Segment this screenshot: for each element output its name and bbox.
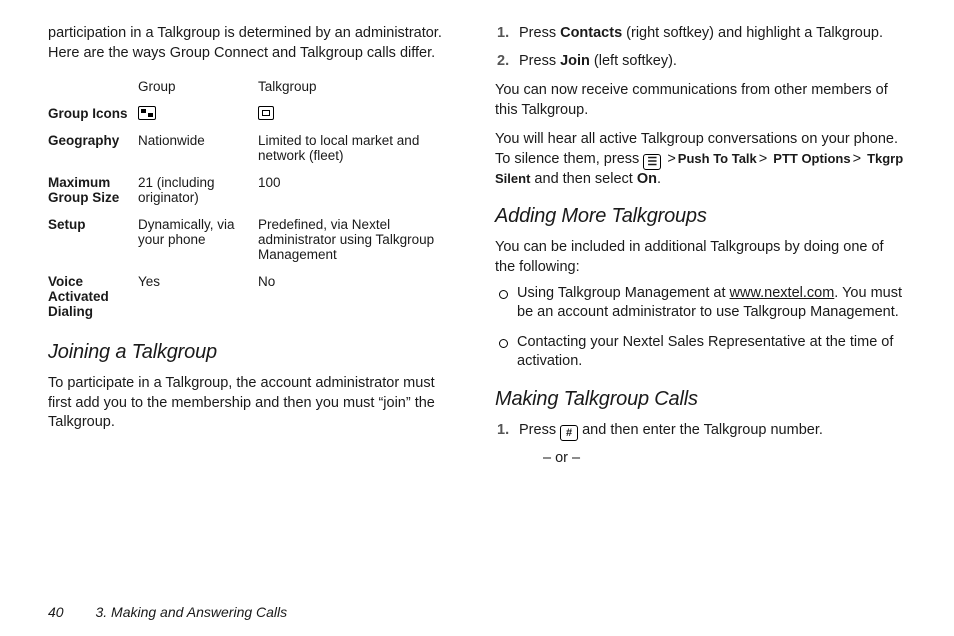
join-steps: Press Contacts (right softkey) and highl… [495, 24, 906, 71]
join-step-1: Press Contacts (right softkey) and highl… [515, 24, 906, 44]
cell-setup-talk: Predefined, via Nextel administrator usi… [258, 211, 459, 268]
menu-key-icon: ☰ [643, 154, 661, 170]
right-column: Press Contacts (right softkey) and highl… [495, 24, 906, 576]
cell-group-icon [138, 100, 258, 127]
comparison-table: Group Talkgroup Group Icons Geography Na… [48, 73, 459, 325]
crumb-ptt-options: PTT Options [773, 151, 850, 166]
talkgroup-icon [258, 106, 274, 120]
cell-geo-group: Nationwide [138, 127, 258, 169]
intro-paragraph: participation in a Talkgroup is determin… [48, 24, 459, 63]
chevron-icon: > [851, 151, 863, 167]
adding-bullets: Using Talkgroup Management at www.nextel… [495, 284, 906, 372]
heading-adding: Adding More Talkgroups [495, 205, 906, 228]
table-row: Geography Nationwide Limited to local ma… [48, 127, 459, 169]
crumb-ptt: Push To Talk [678, 151, 757, 166]
hash-key-icon: # [560, 425, 578, 441]
row-label-vad: Voice Activated Dialing [48, 268, 138, 325]
chevron-icon: > [665, 151, 677, 167]
cell-setup-group: Dynamically, via your phone [138, 211, 258, 268]
heading-making: Making Talkgroup Calls [495, 388, 906, 411]
after-join-para-2: You will hear all active Talkgroup conve… [495, 130, 906, 189]
step-text: (left softkey). [590, 53, 677, 69]
text: . [657, 171, 661, 187]
cell-vad-talk: No [258, 268, 459, 325]
row-label-size: Maximum Group Size [48, 169, 138, 211]
making-steps: Press # and then enter the Talkgroup num… [495, 421, 906, 469]
page-number: 40 [48, 604, 64, 620]
table-corner-empty [48, 73, 138, 100]
text: and then select [530, 171, 636, 187]
chevron-icon: > [757, 151, 769, 167]
on-label: On [637, 171, 657, 187]
section-title: 3. Making and Answering Calls [95, 604, 287, 620]
cell-vad-group: Yes [138, 268, 258, 325]
cell-talkgroup-icon [258, 100, 459, 127]
group-icon [138, 106, 156, 120]
text: Using Talkgroup Management at [517, 285, 730, 301]
after-join-para-1: You can now receive communications from … [495, 81, 906, 120]
page-footer: 40 3. Making and Answering Calls [48, 604, 287, 620]
making-step-1: Press # and then enter the Talkgroup num… [515, 421, 906, 469]
table-row: Voice Activated Dialing Yes No [48, 268, 459, 325]
text: Press [519, 422, 560, 438]
table-row: Maximum Group Size 21 (including origina… [48, 169, 459, 211]
row-label-geography: Geography [48, 127, 138, 169]
contacts-label: Contacts [560, 25, 622, 41]
table-row: Setup Dynamically, via your phone Predef… [48, 211, 459, 268]
two-column-layout: participation in a Talkgroup is determin… [48, 24, 906, 576]
adding-paragraph: You can be included in additional Talkgr… [495, 238, 906, 277]
step-text: Press [519, 25, 560, 41]
row-label-icons: Group Icons [48, 100, 138, 127]
join-step-2: Press Join (left softkey). [515, 52, 906, 72]
table-head-talkgroup: Talkgroup [258, 73, 459, 100]
cell-size-group: 21 (including originator) [138, 169, 258, 211]
joining-paragraph: To participate in a Talkgroup, the accou… [48, 374, 459, 433]
row-label-setup: Setup [48, 211, 138, 268]
bullet-1: Using Talkgroup Management at www.nextel… [511, 284, 906, 323]
cell-geo-talk: Limited to local market and network (fle… [258, 127, 459, 169]
left-column: participation in a Talkgroup is determin… [48, 24, 459, 576]
heading-joining: Joining a Talkgroup [48, 341, 459, 364]
or-separator: – or – [519, 449, 906, 469]
join-label: Join [560, 53, 590, 69]
bullet-2: Contacting your Nextel Sales Representat… [511, 333, 906, 372]
step-text: (right softkey) and highlight a Talkgrou… [622, 25, 883, 41]
nextel-url: www.nextel.com [730, 285, 835, 301]
table-row: Group Icons [48, 100, 459, 127]
cell-size-talk: 100 [258, 169, 459, 211]
text: and then enter the Talkgroup number. [578, 422, 823, 438]
step-text: Press [519, 53, 560, 69]
table-head-group: Group [138, 73, 258, 100]
